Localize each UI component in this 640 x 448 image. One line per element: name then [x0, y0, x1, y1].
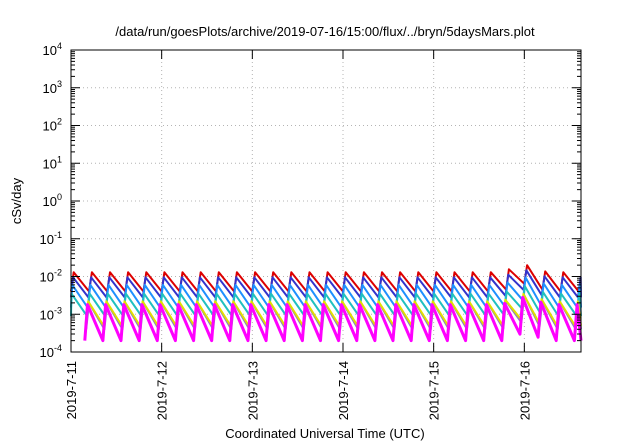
grid: [71, 50, 581, 352]
x-axis: 2019-7-11 2019-7-12 2019-7-13 2019-7-14 2019…: [64, 50, 532, 420]
x-axis-label: Coordinated Universal Time (UTC): [225, 426, 424, 441]
y-tick-label: 101: [43, 154, 62, 171]
y-tick-label: 104: [43, 41, 62, 58]
y-axis-label: cSv/day: [9, 177, 24, 224]
y-tick-label: 10-3: [40, 305, 62, 322]
y-axis: 10-4 10-3 10-2 10-1 100 101 102 103 104: [40, 41, 581, 360]
y-tick-label: 10-4: [40, 343, 62, 360]
y-tick-label: 100: [43, 192, 62, 209]
chart-title: /data/run/goesPlots/archive/2019-07-16/1…: [115, 24, 535, 39]
x-tick-label: 2019-7-11: [64, 361, 79, 419]
y-tick-label: 10-1: [40, 230, 62, 247]
y-tick-label: 10-2: [40, 268, 62, 285]
series-line: [83, 295, 583, 343]
x-tick-label: 2019-7-15: [427, 361, 442, 420]
x-tick-label: 2019-7-14: [336, 361, 351, 420]
x-tick-label: 2019-7-16: [517, 361, 532, 420]
x-tick-label: 2019-7-12: [155, 361, 170, 420]
series-group: [70, 264, 583, 343]
y-tick-label: 103: [43, 79, 62, 96]
y-tick-label: 102: [43, 117, 62, 134]
x-tick-label: 2019-7-13: [245, 361, 260, 420]
